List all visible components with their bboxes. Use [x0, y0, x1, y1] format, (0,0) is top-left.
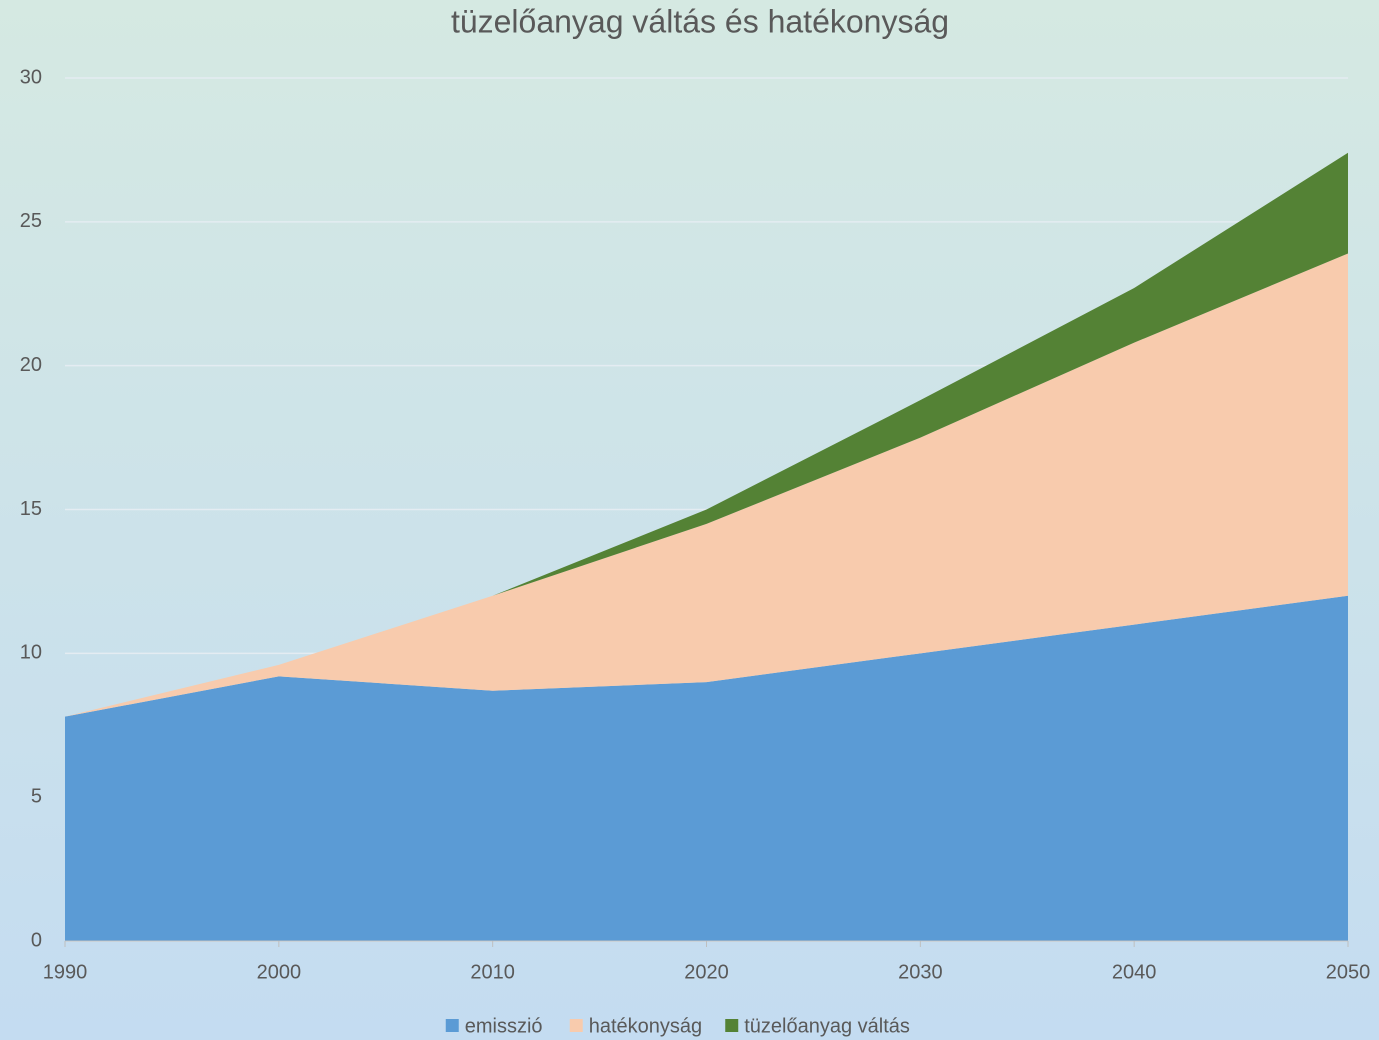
- legend-swatch: [725, 1019, 739, 1032]
- x-tick-label: 2020: [684, 961, 729, 983]
- area: [65, 253, 1348, 717]
- chart-title: tüzelőanyag váltás és hatékonyság: [451, 3, 949, 39]
- legend-label: hatékonyság: [589, 1015, 702, 1037]
- legend-label: tüzelőanyag váltás: [744, 1015, 910, 1037]
- legend-swatch: [569, 1019, 583, 1032]
- y-tick-label: 0: [31, 929, 42, 951]
- x-tick-label: 2030: [898, 961, 943, 983]
- y-tick-label: 5: [31, 785, 42, 807]
- y-tick-label: 25: [20, 210, 42, 232]
- legend-label: emisszió: [465, 1015, 543, 1037]
- x-tick-label: 2000: [257, 961, 302, 983]
- y-tick-label: 30: [20, 66, 42, 88]
- y-tick-label: 15: [20, 498, 42, 520]
- x-tick-label: 2050: [1326, 961, 1371, 983]
- y-tick-label: 10: [20, 642, 42, 664]
- x-tick-label: 2040: [1112, 961, 1157, 983]
- legend-swatch: [445, 1019, 459, 1032]
- y-tick-label: 20: [20, 354, 42, 376]
- x-tick-label: 1990: [43, 961, 88, 983]
- area: [65, 595, 1348, 941]
- x-tick-label: 2010: [470, 961, 515, 983]
